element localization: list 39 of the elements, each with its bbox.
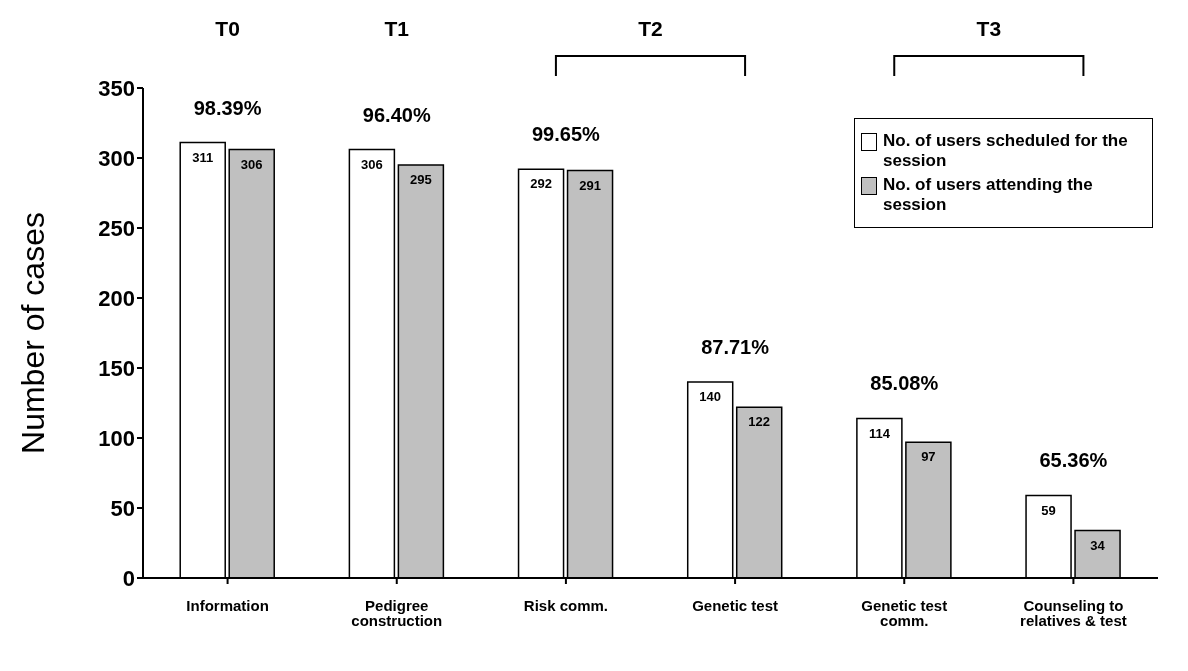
annotation: 65.36% bbox=[1039, 449, 1108, 472]
data-label: 311 bbox=[192, 149, 214, 165]
annotation: 96.40% bbox=[362, 103, 431, 126]
y-tick-label: 150 bbox=[98, 355, 135, 381]
text: T2 bbox=[638, 17, 663, 40]
annotation: 99.65% bbox=[531, 123, 601, 146]
y-tick-label: 50 bbox=[110, 495, 135, 521]
text: T1 bbox=[384, 17, 410, 40]
data-label: 122 bbox=[748, 414, 771, 430]
data-label: 59 bbox=[1041, 502, 1056, 518]
annotation: 98.39% bbox=[193, 96, 262, 119]
data-label: 295 bbox=[410, 172, 432, 188]
y-tick-label: 100 bbox=[98, 425, 135, 451]
y-tick-label: 200 bbox=[98, 285, 135, 311]
y-tick-label: 250 bbox=[98, 215, 135, 241]
data-label: 140 bbox=[699, 389, 722, 405]
data-label: 291 bbox=[579, 177, 601, 193]
annotation: 87.71% bbox=[701, 336, 770, 358]
data-label: 34 bbox=[1090, 537, 1106, 553]
x-tick-label: Information bbox=[186, 596, 269, 614]
y-tick-label: 300 bbox=[98, 145, 135, 171]
legend-label: No. of users scheduled for the session bbox=[883, 131, 1129, 171]
y-tick-label: 350 bbox=[98, 75, 135, 101]
y-tick-label: 0 bbox=[122, 565, 135, 591]
data-label: 292 bbox=[530, 176, 552, 192]
x-tick-label: Pedigree construction bbox=[351, 596, 443, 629]
y-axis-title: Number of cases bbox=[15, 212, 51, 454]
data-label: 97 bbox=[921, 449, 936, 465]
data-label: 114 bbox=[868, 425, 891, 441]
x-tick-label: Genetic test bbox=[692, 596, 779, 614]
text: T3 bbox=[976, 17, 1002, 40]
x-tick-label: Genetic test comm. bbox=[861, 596, 948, 629]
data-label: 306 bbox=[240, 156, 263, 172]
x-tick-label: Risk comm. bbox=[523, 596, 609, 614]
annotation: 85.08% bbox=[870, 372, 939, 395]
text: T0 bbox=[215, 17, 240, 40]
data-label: 306 bbox=[361, 156, 383, 172]
x-tick-label: Counseling to relatives & test bbox=[1020, 596, 1127, 629]
legend-label: No. of users attending the session bbox=[883, 175, 1094, 215]
